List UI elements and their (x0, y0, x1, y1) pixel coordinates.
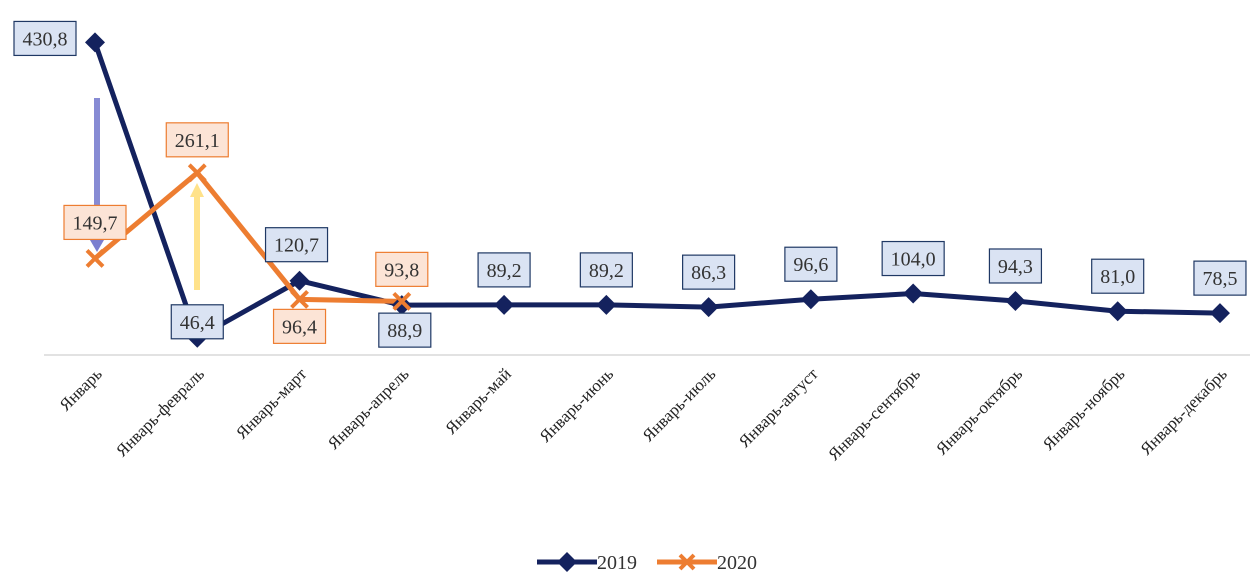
x-tick-label: Январь-апрель (324, 364, 413, 453)
data-label: 261,1 (175, 130, 220, 152)
legend-marker (678, 553, 696, 571)
marker (800, 289, 821, 310)
marker (1005, 290, 1026, 311)
legend-marker (557, 552, 577, 572)
data-label: 94,3 (998, 256, 1033, 278)
arrow-head (190, 183, 204, 197)
marker (187, 163, 207, 183)
marker (903, 283, 924, 304)
data-label: 78,5 (1202, 268, 1237, 290)
data-label-box (579, 252, 633, 288)
data-label-box (165, 122, 229, 158)
data-label-box (378, 312, 432, 348)
data-label-box (682, 254, 736, 290)
series-line (92, 41, 1221, 341)
x-tick-label: Январь-март (232, 364, 311, 443)
x-tick-label: Январь (56, 364, 106, 414)
marker (494, 294, 515, 315)
x-tick-label: Январь-август (735, 364, 822, 451)
marker (596, 294, 617, 315)
marker (698, 297, 719, 318)
data-label: 86,3 (691, 262, 726, 284)
legend-label: 2019 (597, 552, 637, 574)
data-label: 96,6 (793, 254, 828, 276)
data-label-box (1193, 260, 1247, 296)
data-label: 88,9 (387, 320, 422, 342)
x-tick-label: Январь-декабрь (1137, 364, 1231, 458)
data-label-box (477, 252, 531, 288)
data-label-box (272, 308, 327, 344)
data-label-box (170, 304, 224, 340)
data-label-box (375, 251, 429, 287)
data-label: 89,2 (487, 260, 522, 282)
x-tick-label: Январь-февраль (112, 364, 208, 460)
data-label-box (988, 248, 1043, 284)
legend-label: 2020 (717, 552, 757, 574)
x-tick-label: Январь-июль (639, 364, 720, 445)
data-label: 430,8 (23, 28, 68, 50)
data-label: 149,7 (73, 212, 118, 234)
arrow-head (90, 240, 104, 252)
marker (290, 289, 309, 309)
data-label-box (264, 227, 329, 263)
data-label-box (784, 246, 838, 282)
x-tick-label: Январь-октябрь (932, 364, 1026, 458)
data-label: 104,0 (891, 249, 936, 271)
data-label: 81,0 (1100, 266, 1135, 288)
x-tick-label: Январь-ноябрь (1039, 364, 1129, 454)
x-tick-label: Январь-июнь (536, 364, 618, 446)
marker (392, 291, 412, 311)
marker (1107, 301, 1128, 322)
marker (289, 270, 310, 291)
x-tick-label: Январь-сентябрь (824, 364, 924, 464)
marker (1209, 303, 1230, 324)
data-label-box (63, 204, 127, 241)
marker (391, 295, 412, 316)
data-label-box (13, 20, 77, 57)
series-line (93, 170, 402, 304)
marker (85, 249, 105, 268)
data-label: 46,4 (180, 312, 215, 334)
x-tick-label: Январь-май (441, 364, 515, 438)
data-label: 96,4 (282, 316, 317, 338)
data-label: 120,7 (274, 235, 319, 257)
data-label-box (1091, 258, 1145, 294)
data-label: 93,8 (384, 259, 419, 281)
data-label-box (881, 240, 945, 277)
data-label: 89,2 (589, 260, 624, 282)
marker (85, 32, 105, 53)
